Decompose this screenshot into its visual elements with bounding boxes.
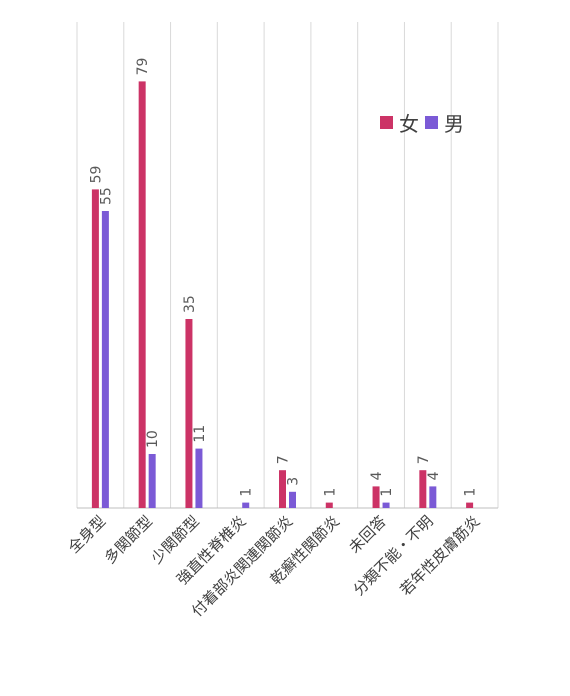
legend-item-female: 女: [380, 108, 419, 137]
bar-female: [419, 470, 427, 508]
data-label-female: 7: [276, 455, 292, 464]
data-label-male: 4: [426, 471, 442, 480]
bar-female: [372, 486, 380, 508]
bar-male: [101, 211, 109, 508]
bar-female: [466, 502, 474, 508]
bar-male: [242, 502, 250, 508]
data-label-male: 1: [379, 488, 395, 497]
legend-label-male: 男: [444, 112, 464, 136]
legend: 女 男: [380, 108, 470, 137]
data-label-female: 35: [182, 295, 198, 313]
legend-item-male: 男: [425, 108, 464, 137]
bar-male: [148, 454, 156, 508]
data-label-male: 10: [145, 430, 161, 448]
bar-male: [382, 502, 390, 508]
bar-male: [195, 448, 203, 508]
data-label-male: 11: [192, 425, 208, 443]
bar-male: [289, 491, 296, 508]
bar-female: [138, 81, 146, 509]
data-label-female: 7: [416, 455, 432, 464]
data-label-female: 1: [322, 488, 338, 497]
data-label-female: 79: [135, 58, 151, 76]
category-label: 全身型: [65, 512, 110, 557]
bar-female: [185, 319, 193, 508]
data-label-female: 4: [369, 471, 385, 480]
data-label-male: 3: [286, 477, 302, 486]
legend-label-female: 女: [399, 112, 419, 136]
legend-swatch-male: [425, 116, 438, 129]
bar-female: [91, 189, 99, 508]
data-label-female: 59: [88, 166, 104, 184]
data-label-female: 1: [463, 488, 479, 497]
data-label-male: 1: [239, 488, 255, 497]
bar-female: [279, 470, 286, 508]
category-label: 多関節型: [101, 512, 156, 567]
bar-male: [429, 486, 437, 508]
category-label: 未回答: [345, 512, 390, 557]
bar-female: [325, 502, 333, 508]
data-label-male: 55: [98, 187, 114, 205]
legend-swatch-female: [380, 116, 393, 129]
